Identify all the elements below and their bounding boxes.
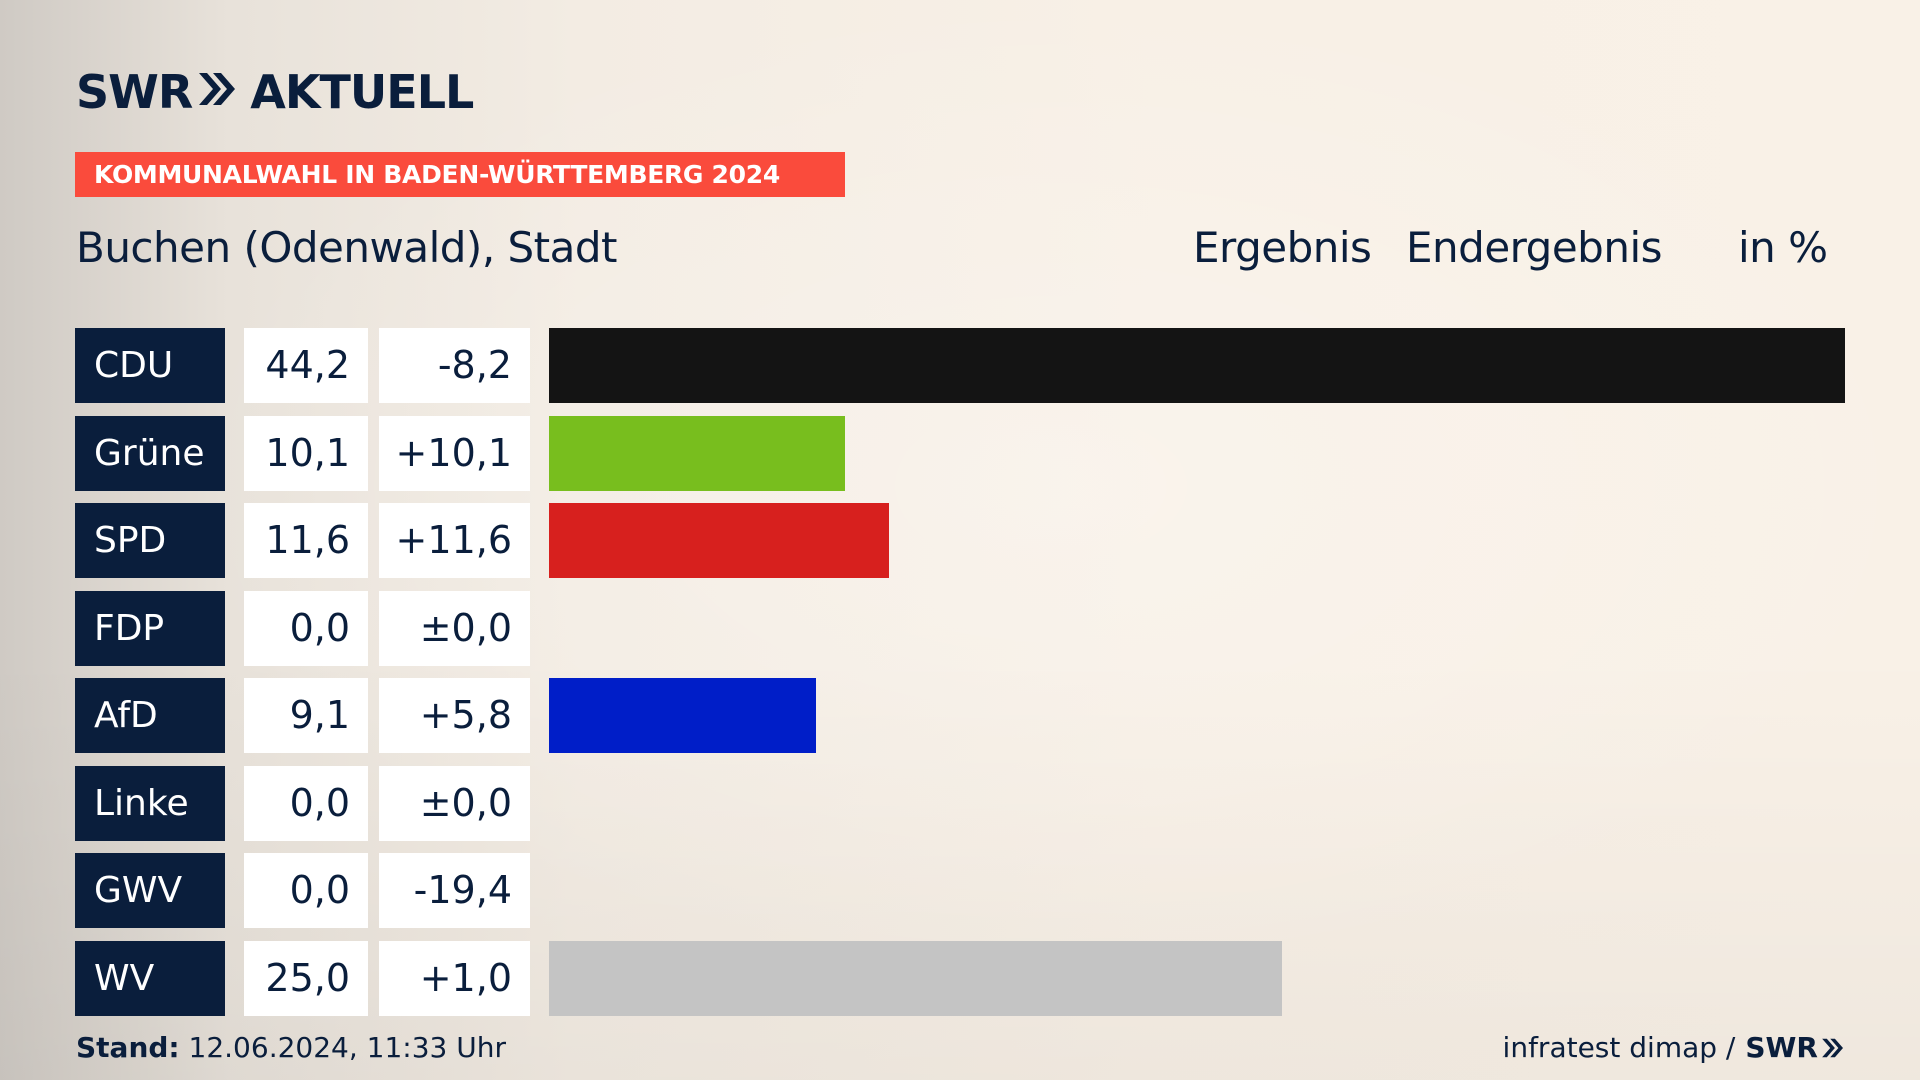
result-row: WV 25,0 +1,0 bbox=[75, 940, 1845, 1016]
share-value: 0,0 bbox=[244, 765, 368, 841]
diff-value: ±0,0 bbox=[379, 765, 530, 841]
party-label: AfD bbox=[75, 678, 225, 753]
stand-label: Stand: bbox=[76, 1031, 180, 1064]
result-row: CDU 44,2 -8,2 bbox=[75, 328, 1845, 403]
logo-prefix: SWR bbox=[76, 65, 193, 119]
swr-small-logo: SWR bbox=[1745, 1030, 1844, 1066]
result-row: Linke 0,0 ±0,0 bbox=[75, 765, 1845, 841]
diff-value: ±0,0 bbox=[379, 590, 530, 666]
result-bar bbox=[549, 415, 846, 491]
result-bar bbox=[549, 328, 1845, 403]
diff-value: +10,1 bbox=[379, 415, 530, 491]
stand-value: 12.06.2024, 11:33 Uhr bbox=[188, 1031, 506, 1064]
header-final: Endergebnis bbox=[1406, 223, 1663, 272]
diff-value: -19,4 bbox=[379, 853, 530, 928]
party-label: CDU bbox=[75, 328, 225, 403]
location-title: Buchen (Odenwald), Stadt bbox=[76, 223, 618, 272]
logo-suffix: AKTUELL bbox=[250, 65, 474, 119]
footer-source: infratest dimap / SWR bbox=[1503, 1030, 1844, 1066]
swr-aktuell-logo: SWR AKTUELL bbox=[76, 65, 474, 119]
result-row: AfD 9,1 +5,8 bbox=[75, 678, 1845, 753]
diff-value: +5,8 bbox=[379, 678, 530, 753]
result-bar bbox=[549, 940, 1283, 1016]
party-label: Grüne bbox=[75, 415, 225, 491]
result-row: GWV 0,0 -19,4 bbox=[75, 853, 1845, 928]
election-banner: KOMMUNALWAHL IN BADEN-WÜRTTEMBERG 2024 bbox=[75, 152, 845, 197]
share-value: 11,6 bbox=[244, 503, 368, 578]
party-label: SPD bbox=[75, 503, 225, 578]
share-value: 10,1 bbox=[244, 415, 368, 491]
diff-value: +11,6 bbox=[379, 503, 530, 578]
party-label: GWV bbox=[75, 853, 225, 928]
swr-small-text: SWR bbox=[1745, 1031, 1818, 1064]
diff-value: +1,0 bbox=[379, 940, 530, 1016]
result-bar bbox=[549, 678, 816, 753]
diff-value: -8,2 bbox=[379, 328, 530, 403]
share-value: 25,0 bbox=[244, 940, 368, 1016]
double-chevron-small-icon bbox=[1822, 1038, 1843, 1058]
result-bar bbox=[549, 503, 890, 578]
double-chevron-icon bbox=[196, 65, 236, 119]
source-text: infratest dimap / bbox=[1502, 1031, 1736, 1064]
share-value: 0,0 bbox=[244, 590, 368, 666]
party-label: Linke bbox=[75, 765, 225, 841]
share-value: 0,0 bbox=[244, 853, 368, 928]
result-row: SPD 11,6 +11,6 bbox=[75, 503, 1845, 578]
share-value: 9,1 bbox=[244, 678, 368, 753]
footer-stand: Stand: 12.06.2024, 11:33 Uhr bbox=[76, 1030, 506, 1066]
share-value: 44,2 bbox=[244, 328, 368, 403]
header-result: Ergebnis bbox=[1193, 223, 1372, 272]
header-unit: in % bbox=[1738, 223, 1828, 272]
party-label: WV bbox=[75, 940, 225, 1016]
result-row: FDP 0,0 ±0,0 bbox=[75, 590, 1845, 666]
party-label: FDP bbox=[75, 590, 225, 666]
result-row: Grüne 10,1 +10,1 bbox=[75, 415, 1845, 491]
